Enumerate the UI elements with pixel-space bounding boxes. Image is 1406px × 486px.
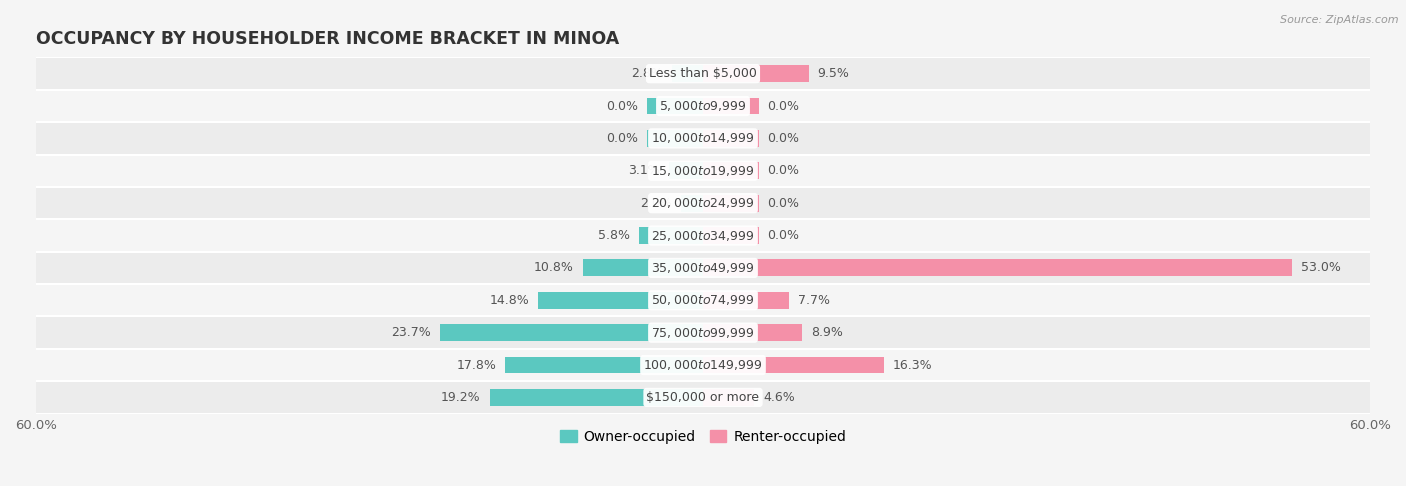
Text: 16.3%: 16.3% bbox=[893, 359, 932, 371]
Bar bbox=[681, 195, 703, 211]
Text: 2.0%: 2.0% bbox=[640, 197, 672, 209]
Text: $25,000 to $34,999: $25,000 to $34,999 bbox=[651, 228, 755, 243]
Bar bbox=[703, 260, 1292, 277]
Bar bbox=[37, 252, 1369, 284]
Bar bbox=[538, 292, 703, 309]
Text: Less than $5,000: Less than $5,000 bbox=[650, 67, 756, 80]
Bar bbox=[440, 324, 703, 341]
Bar bbox=[37, 219, 1369, 252]
Text: OCCUPANCY BY HOUSEHOLDER INCOME BRACKET IN MINOA: OCCUPANCY BY HOUSEHOLDER INCOME BRACKET … bbox=[37, 30, 619, 48]
Bar bbox=[583, 260, 703, 277]
Bar bbox=[672, 65, 703, 82]
Text: $100,000 to $149,999: $100,000 to $149,999 bbox=[644, 358, 762, 372]
Bar bbox=[37, 316, 1369, 349]
Text: $15,000 to $19,999: $15,000 to $19,999 bbox=[651, 164, 755, 178]
Text: $150,000 or more: $150,000 or more bbox=[647, 391, 759, 404]
Bar bbox=[703, 292, 789, 309]
Text: $35,000 to $49,999: $35,000 to $49,999 bbox=[651, 261, 755, 275]
Bar bbox=[37, 122, 1369, 155]
Text: 8.9%: 8.9% bbox=[811, 326, 842, 339]
Bar bbox=[37, 57, 1369, 90]
Bar bbox=[703, 162, 759, 179]
Bar bbox=[703, 227, 759, 244]
Text: $50,000 to $74,999: $50,000 to $74,999 bbox=[651, 293, 755, 307]
Bar bbox=[647, 130, 703, 147]
Bar bbox=[37, 381, 1369, 414]
Bar bbox=[37, 284, 1369, 316]
Bar bbox=[37, 90, 1369, 122]
Text: 0.0%: 0.0% bbox=[768, 164, 800, 177]
Text: 0.0%: 0.0% bbox=[606, 100, 638, 113]
Bar bbox=[703, 130, 759, 147]
Text: Source: ZipAtlas.com: Source: ZipAtlas.com bbox=[1281, 15, 1399, 25]
Bar bbox=[703, 357, 884, 373]
Text: 14.8%: 14.8% bbox=[489, 294, 530, 307]
Text: 9.5%: 9.5% bbox=[817, 67, 849, 80]
Text: $20,000 to $24,999: $20,000 to $24,999 bbox=[651, 196, 755, 210]
Bar bbox=[703, 195, 759, 211]
Text: 0.0%: 0.0% bbox=[768, 197, 800, 209]
Text: 53.0%: 53.0% bbox=[1301, 261, 1341, 275]
Bar bbox=[703, 389, 754, 406]
Bar bbox=[505, 357, 703, 373]
Text: 0.0%: 0.0% bbox=[768, 132, 800, 145]
Text: $75,000 to $99,999: $75,000 to $99,999 bbox=[651, 326, 755, 340]
Text: 3.1%: 3.1% bbox=[628, 164, 659, 177]
Bar bbox=[703, 98, 759, 114]
Bar bbox=[37, 349, 1369, 381]
Bar bbox=[37, 187, 1369, 219]
Bar bbox=[668, 162, 703, 179]
Text: 0.0%: 0.0% bbox=[606, 132, 638, 145]
Text: 19.2%: 19.2% bbox=[441, 391, 481, 404]
Bar bbox=[37, 155, 1369, 187]
Bar bbox=[638, 227, 703, 244]
Bar bbox=[703, 324, 801, 341]
Text: 10.8%: 10.8% bbox=[534, 261, 574, 275]
Text: 4.6%: 4.6% bbox=[763, 391, 794, 404]
Text: 0.0%: 0.0% bbox=[768, 229, 800, 242]
Bar bbox=[489, 389, 703, 406]
Text: $5,000 to $9,999: $5,000 to $9,999 bbox=[659, 99, 747, 113]
Text: 17.8%: 17.8% bbox=[457, 359, 496, 371]
Text: $10,000 to $14,999: $10,000 to $14,999 bbox=[651, 131, 755, 145]
Text: 0.0%: 0.0% bbox=[768, 100, 800, 113]
Legend: Owner-occupied, Renter-occupied: Owner-occupied, Renter-occupied bbox=[554, 424, 852, 450]
Text: 7.7%: 7.7% bbox=[797, 294, 830, 307]
Bar bbox=[647, 98, 703, 114]
Text: 2.8%: 2.8% bbox=[631, 67, 664, 80]
Text: 23.7%: 23.7% bbox=[391, 326, 430, 339]
Text: 5.8%: 5.8% bbox=[598, 229, 630, 242]
Bar bbox=[703, 65, 808, 82]
